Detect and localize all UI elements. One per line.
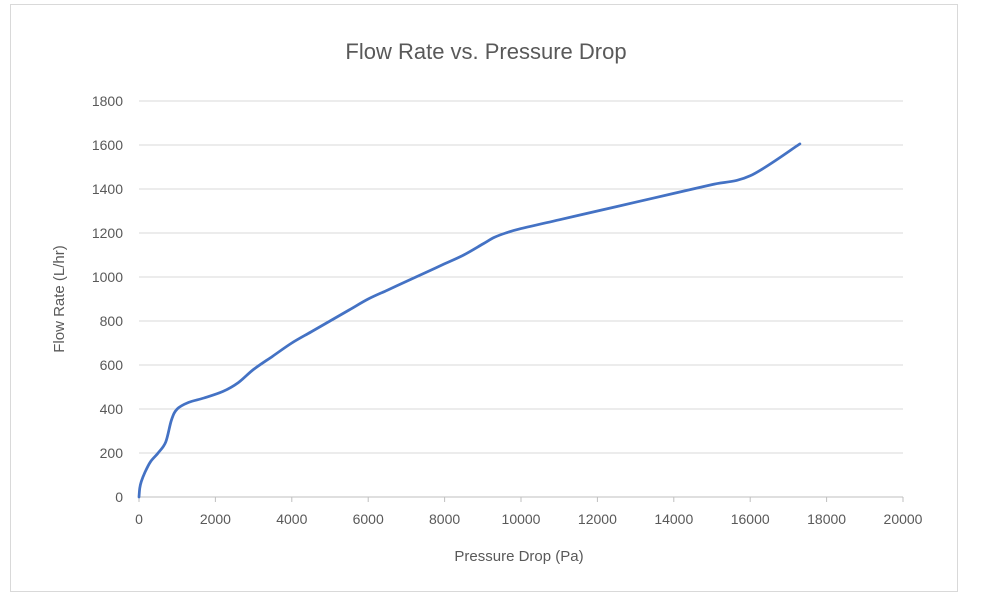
y-tick-label: 1000	[92, 269, 123, 285]
chart-title: Flow Rate vs. Pressure Drop	[345, 39, 626, 64]
x-tick-label: 16000	[731, 511, 770, 527]
x-tick-label: 8000	[429, 511, 460, 527]
line-chart: Flow Rate vs. Pressure Drop 0 200 400 600 80…	[51, 39, 923, 565]
chart-frame: Flow Rate vs. Pressure Drop 0 200 400 600 80…	[10, 4, 958, 592]
y-tick-label: 1200	[92, 225, 123, 241]
y-tick-label: 0	[115, 489, 123, 505]
x-tick-labels: 0 2000 4000 6000 8000 10000 12000 14000 16000 180…	[135, 511, 923, 527]
x-tick-label: 2000	[200, 511, 231, 527]
y-tick-label: 1800	[92, 93, 123, 109]
x-tick-label: 18000	[807, 511, 846, 527]
y-tick-label: 600	[100, 357, 124, 373]
x-axis-title: Pressure Drop (Pa)	[454, 548, 583, 565]
x-tick-label: 12000	[578, 511, 617, 527]
y-tick-label: 200	[100, 445, 124, 461]
y-tick-label: 400	[100, 401, 124, 417]
y-tick-label: 1400	[92, 181, 123, 197]
series-layer	[137, 142, 802, 499]
gridlines	[139, 100, 903, 454]
x-tick-label: 0	[135, 511, 143, 527]
x-tick-label: 4000	[276, 511, 307, 527]
x-tick-label: 20000	[884, 511, 923, 527]
y-axis-title: Flow Rate (L/hr)	[51, 245, 68, 353]
y-tick-labels: 0 200 400 600 800 1000 1200 1400 1600 1800	[92, 93, 123, 505]
axes	[138, 496, 904, 502]
y-tick-label: 1600	[92, 137, 123, 153]
series-line	[137, 142, 802, 499]
x-tick-label: 6000	[353, 511, 384, 527]
y-tick-label: 800	[100, 313, 124, 329]
x-tick-label: 10000	[502, 511, 541, 527]
x-tick-label: 14000	[654, 511, 693, 527]
